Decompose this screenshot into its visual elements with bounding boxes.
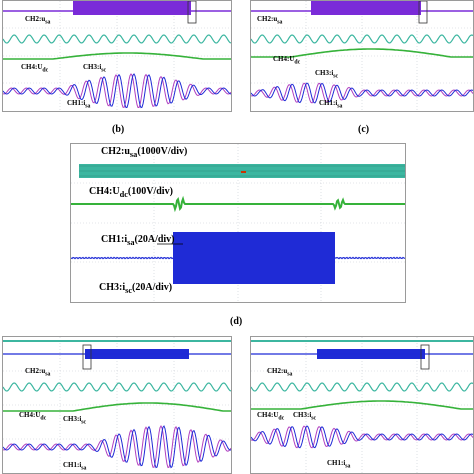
ch3-label-c: CH3:isc bbox=[315, 69, 339, 80]
scope-panel-e: CH2:usa CH4:Udc CH3:isc CH1:isa bbox=[2, 336, 232, 474]
ch4-udc-f bbox=[251, 400, 473, 410]
ch4-label-b: CH4:Udc bbox=[21, 63, 49, 74]
ch1-current-f bbox=[251, 425, 473, 449]
ch1-current-c bbox=[251, 82, 473, 104]
ch3-current-b bbox=[3, 73, 231, 108]
ch1-current-e bbox=[3, 425, 231, 469]
scope-e-traces bbox=[3, 337, 231, 473]
ch1-burst-c bbox=[311, 1, 421, 15]
ch2-voltage-c bbox=[251, 34, 473, 44]
ch2-voltage-b bbox=[3, 34, 231, 44]
ch4-udc-e bbox=[3, 402, 231, 412]
scope-panel-d: CH2:usa(1000V/div) CH4:Udc(100V/div) CH1… bbox=[70, 143, 406, 303]
d-ch4-label: CH4:Udc(100V/div) bbox=[89, 186, 173, 199]
d-ch3-label: CH3:isc(20A/div) bbox=[99, 282, 173, 295]
d-ch1-label: CH1:isa(20A/div) bbox=[101, 234, 175, 247]
scope-panel-b: CH2:usa CH4:Udc CH3:isc CH1:isa bbox=[2, 0, 232, 112]
ch1-label-f: CH1:isa bbox=[327, 459, 351, 470]
ch4-udc-c bbox=[251, 48, 473, 58]
scope-f-traces bbox=[251, 337, 473, 473]
ch1-burst-b bbox=[73, 1, 191, 15]
ch2-voltage-e bbox=[3, 382, 231, 392]
ch4-udc-b bbox=[3, 52, 231, 60]
scope-panel-f: CH2:usa CH4:Udc CH3:isc CH1:isa bbox=[250, 336, 474, 474]
ch4-udc-d bbox=[71, 195, 405, 213]
scope-d-traces bbox=[71, 144, 405, 302]
ch1-current-b bbox=[3, 73, 231, 109]
scope-c-traces bbox=[251, 1, 473, 111]
ch1-label-c: CH1:isa bbox=[319, 99, 343, 110]
ch4-label-e: CH4:Udc bbox=[19, 411, 47, 422]
ch1-label-e: CH1:isa bbox=[63, 461, 87, 472]
ch2-label-f: CH2:usa bbox=[267, 367, 293, 378]
ch4-label-f: CH4:Udc bbox=[257, 411, 285, 422]
ch3-current-f bbox=[251, 425, 473, 449]
caption-b: (b) bbox=[112, 124, 125, 135]
ch4-label-c: CH4:Udc bbox=[273, 55, 301, 66]
ch3-current-e bbox=[3, 424, 231, 469]
ch1-label-b: CH1:isa bbox=[67, 99, 91, 110]
ch3-current-c bbox=[251, 82, 473, 104]
ch2-voltage-f bbox=[251, 382, 473, 392]
d-ch2-label: CH2:usa(1000V/div) bbox=[101, 146, 188, 159]
ch3-label-b: CH3:isc bbox=[83, 63, 107, 74]
caption-c: (c) bbox=[358, 124, 370, 135]
scope-panel-c: CH2:usa CH4:Udc CH3:isc CH1:isa bbox=[250, 0, 474, 112]
ch2-label-b: CH2:usa bbox=[25, 15, 51, 26]
ch3-label-e: CH3:isc bbox=[63, 415, 87, 426]
ch1-burst-d bbox=[173, 232, 335, 284]
caption-d: (d) bbox=[230, 316, 243, 327]
scope-b-traces bbox=[3, 1, 231, 111]
ch2-label-c: CH2:usa bbox=[257, 15, 283, 26]
ch2-label-e: CH2:usa bbox=[25, 367, 51, 378]
ch3-label-f: CH3:isc bbox=[293, 411, 317, 422]
